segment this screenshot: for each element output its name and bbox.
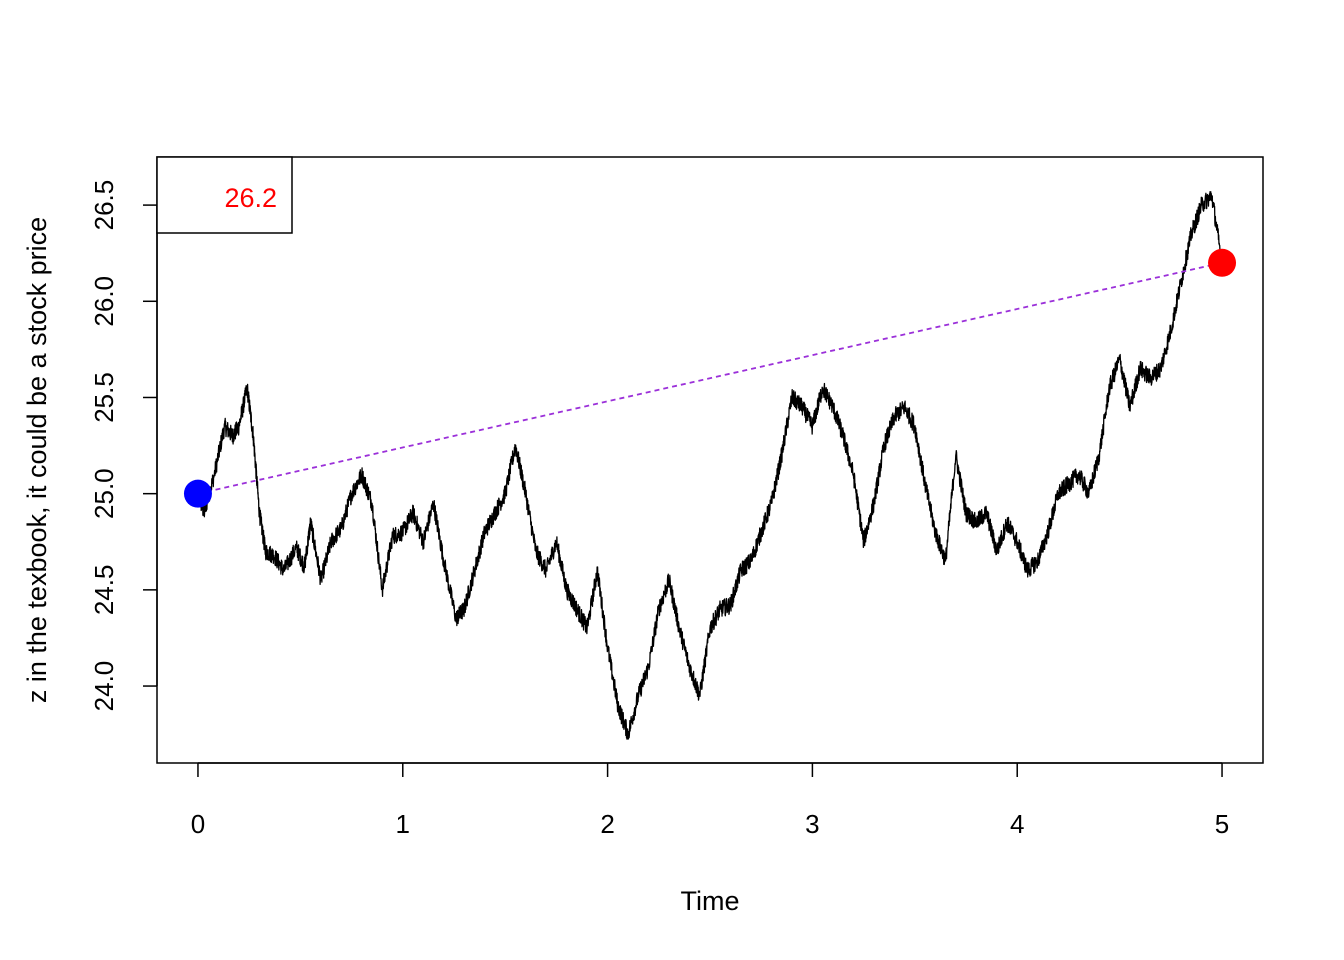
legend: 26.2 (156, 156, 293, 234)
y-tick-label: 25.0 (89, 468, 119, 519)
y-tick-label: 24.5 (89, 565, 119, 616)
trend-line (197, 261, 1223, 495)
y-axis-title: z in the texbook, it could be a stock pr… (22, 217, 52, 703)
y-tick-label: 26.5 (89, 180, 119, 231)
y-tick-label: 26.0 (89, 276, 119, 327)
x-axis-title: Time (681, 886, 740, 916)
x-tick-label: 2 (600, 809, 614, 839)
x-tick-label: 1 (396, 809, 410, 839)
x-tick-label: 5 (1215, 809, 1229, 839)
y-tick-label: 24.0 (89, 661, 119, 712)
x-axis: 0 1 2 3 4 5 (191, 762, 1229, 839)
y-axis: 24.0 24.5 25.0 25.5 26.0 26.5 (89, 180, 158, 712)
y-tick-label: 25.5 (89, 372, 119, 423)
start-point-marker (183, 479, 212, 508)
legend-entry-text: 26.2 (224, 183, 277, 213)
series-line-brownian-path (197, 191, 1223, 740)
legend-box (156, 156, 293, 234)
x-tick-label: 4 (1010, 809, 1024, 839)
end-point-marker (1208, 248, 1237, 277)
x-tick-label: 3 (805, 809, 819, 839)
x-tick-label: 0 (191, 809, 205, 839)
